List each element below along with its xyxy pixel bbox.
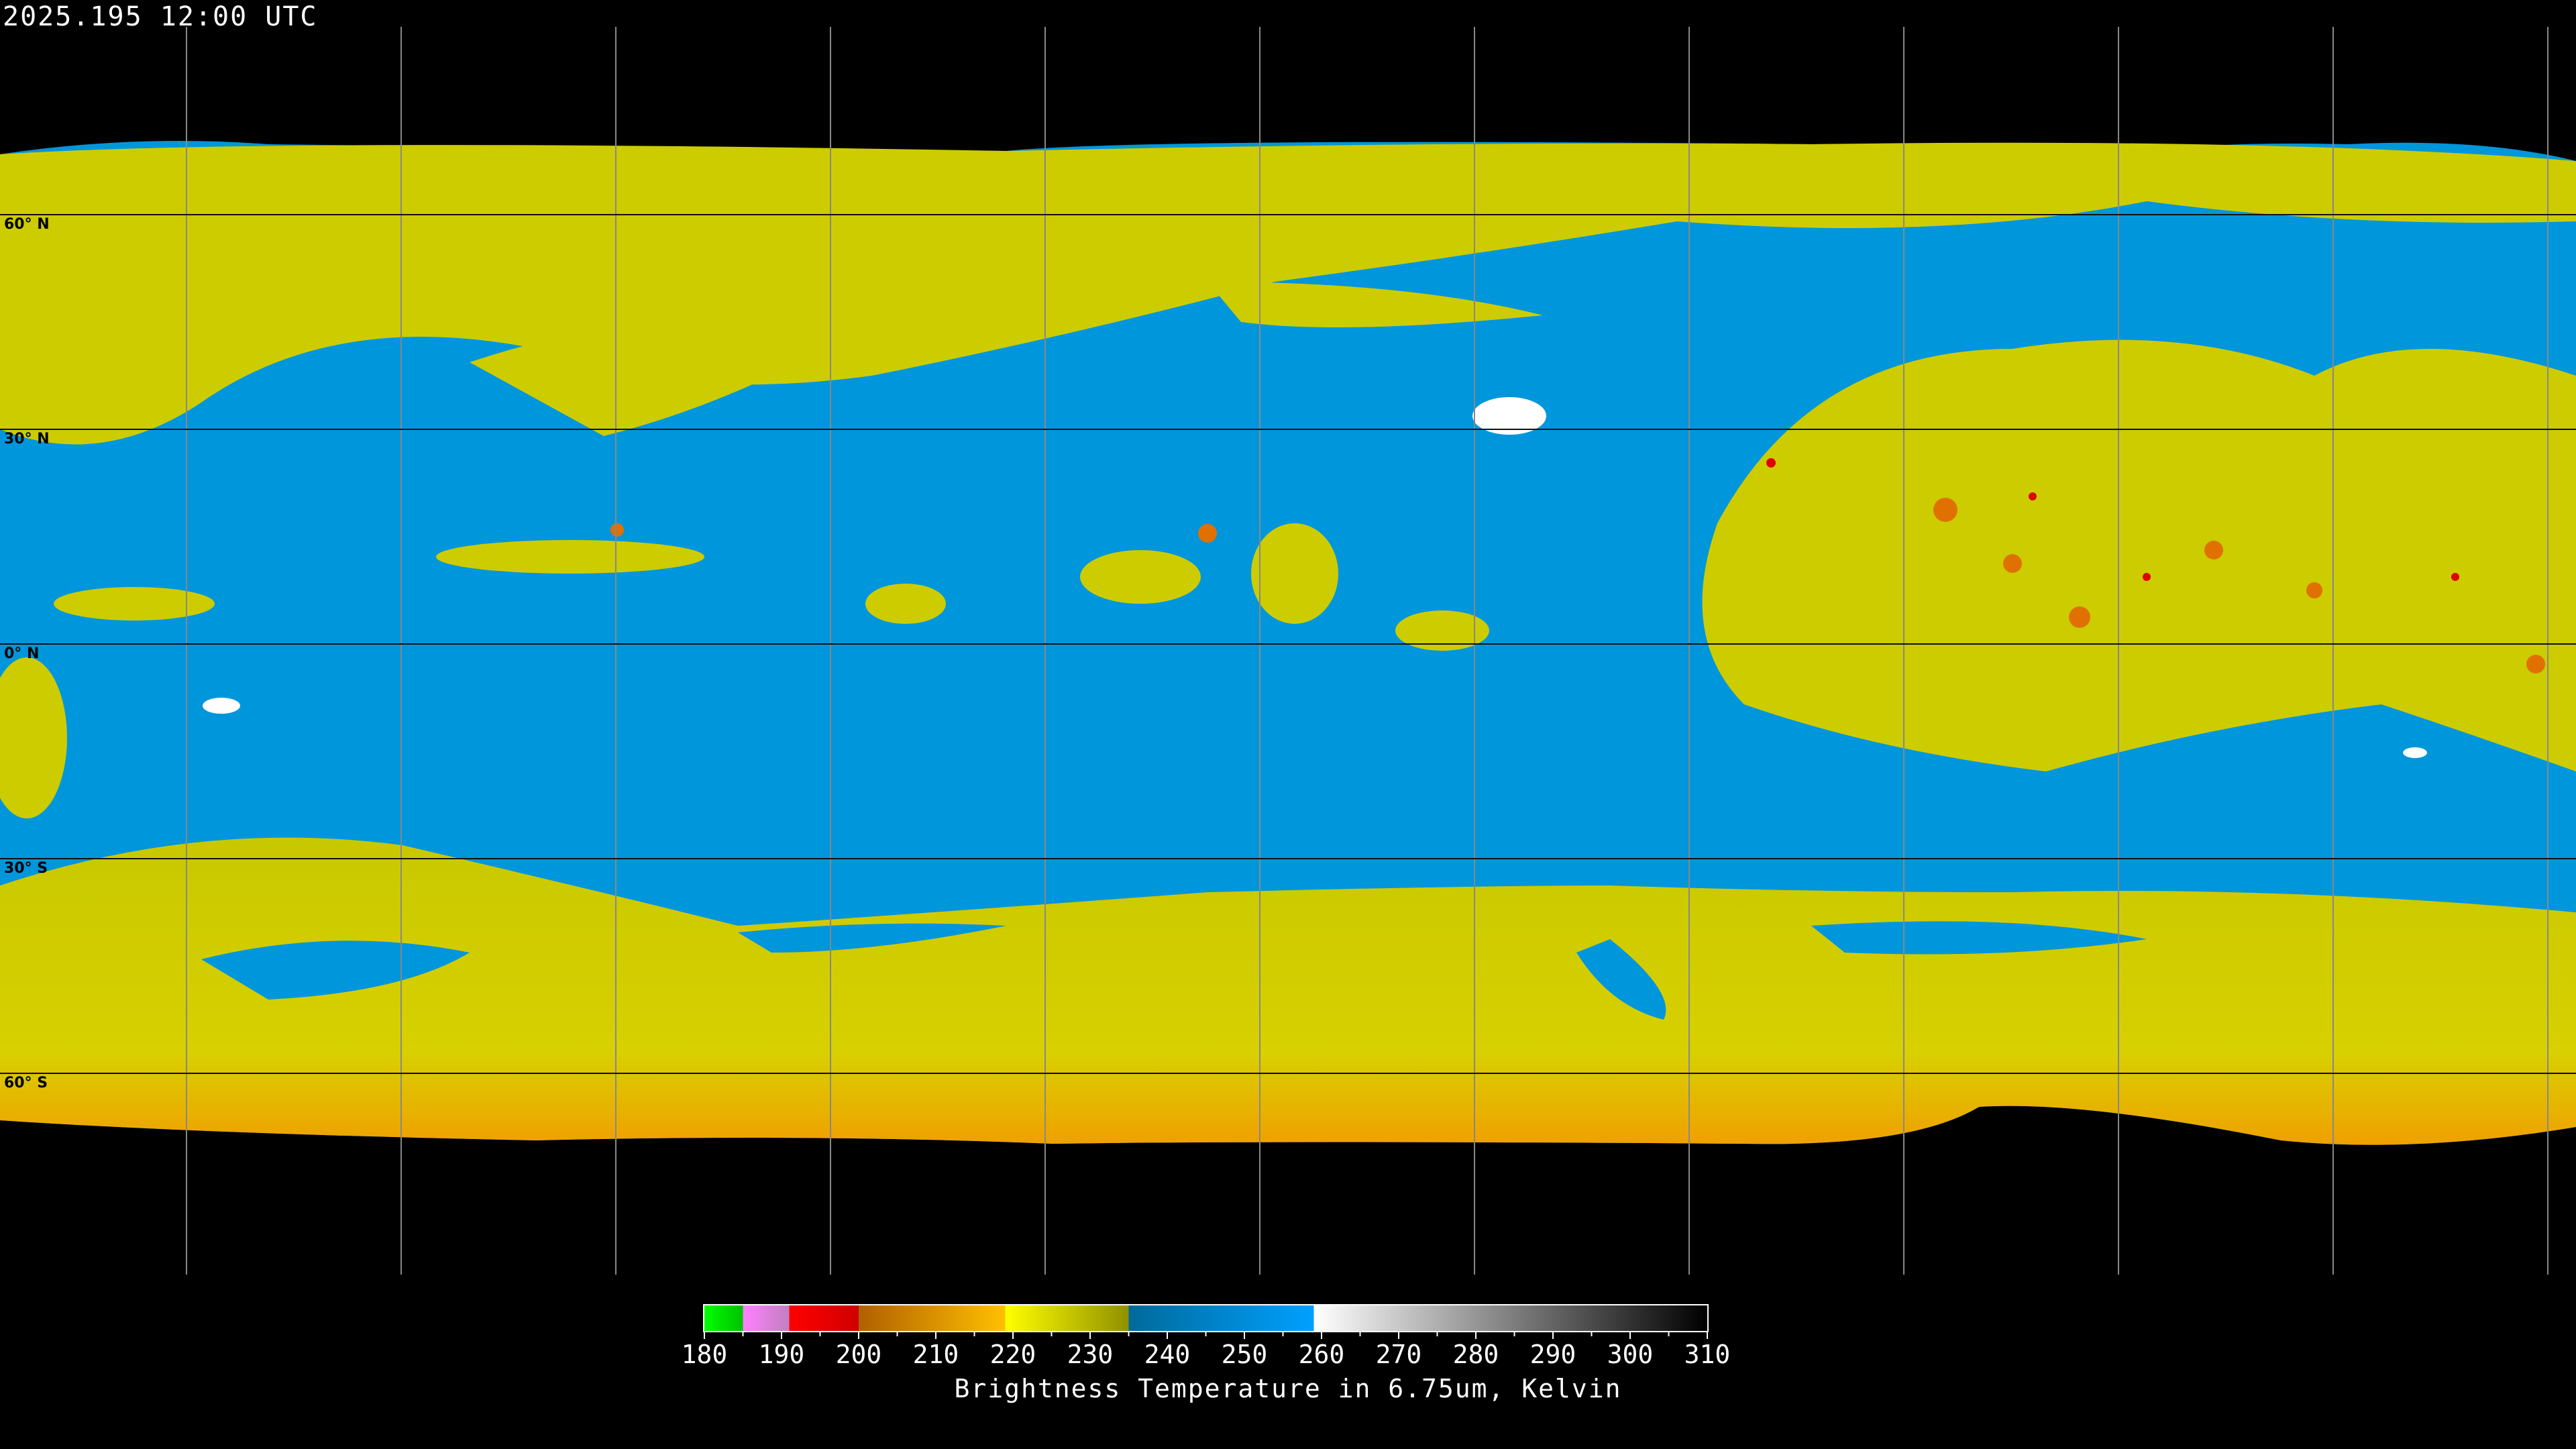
colorbar-tick-label: 260 (1298, 1340, 1345, 1369)
colorbar-tick-label: 180 (681, 1340, 728, 1369)
dry-upper-troposphere-north (0, 142, 2576, 445)
timestamp-title: 2025.195 12:00 UTC (3, 1, 318, 32)
lat-label-equator: 0° N (4, 645, 40, 662)
colorbar-tick-label: 220 (989, 1340, 1036, 1369)
lat-lon-grid (0, 27, 2576, 1275)
snow-ice-white-regions (203, 397, 2427, 758)
dry-upper-troposphere-south (0, 837, 2576, 1145)
colorbar-segment (743, 1305, 790, 1331)
colorbar-tick-label: 300 (1607, 1340, 1654, 1369)
colorbar-segment (859, 1305, 1006, 1331)
cold-cloud-tops (610, 498, 2545, 674)
colorbar-tick-label: 200 (835, 1340, 882, 1369)
colorbar-tick-label: 250 (1221, 1340, 1268, 1369)
colorbar-segment (1005, 1305, 1129, 1331)
lat-label-60n: 60° N (4, 216, 50, 233)
colorbar-segment (704, 1305, 743, 1331)
colorbar-tick-label: 190 (758, 1340, 805, 1369)
convective-region-asia (1702, 339, 2576, 772)
colorbar-tick-label: 210 (912, 1340, 959, 1369)
very-cold-cloud-tops (1766, 458, 2459, 581)
moist-intrusions-south (201, 921, 2147, 1020)
colorbar-tick-label: 230 (1067, 1340, 1114, 1369)
colorbar-tick-label: 270 (1375, 1340, 1422, 1369)
colorbar-segment (789, 1305, 859, 1331)
colorbar-title: Brightness Temperature in 6.75um, Kelvin (954, 1374, 1622, 1403)
colorbar-segment (1128, 1305, 1314, 1331)
colorbar-tick-label: 290 (1529, 1340, 1576, 1369)
lat-label-30s: 30° S (4, 860, 48, 877)
water-vapor-map (0, 27, 2576, 1275)
tropical-convection (0, 523, 1489, 818)
colorbar-segment (1313, 1305, 1708, 1331)
lat-label-30n: 30° N (4, 431, 50, 447)
colorbar-tick-label: 280 (1452, 1340, 1499, 1369)
colorbar-tick-label: 310 (1684, 1340, 1731, 1369)
colorbar (703, 1304, 1709, 1339)
colorbar-tick-label: 240 (1144, 1340, 1191, 1369)
lat-label-60s: 60° S (4, 1075, 48, 1091)
